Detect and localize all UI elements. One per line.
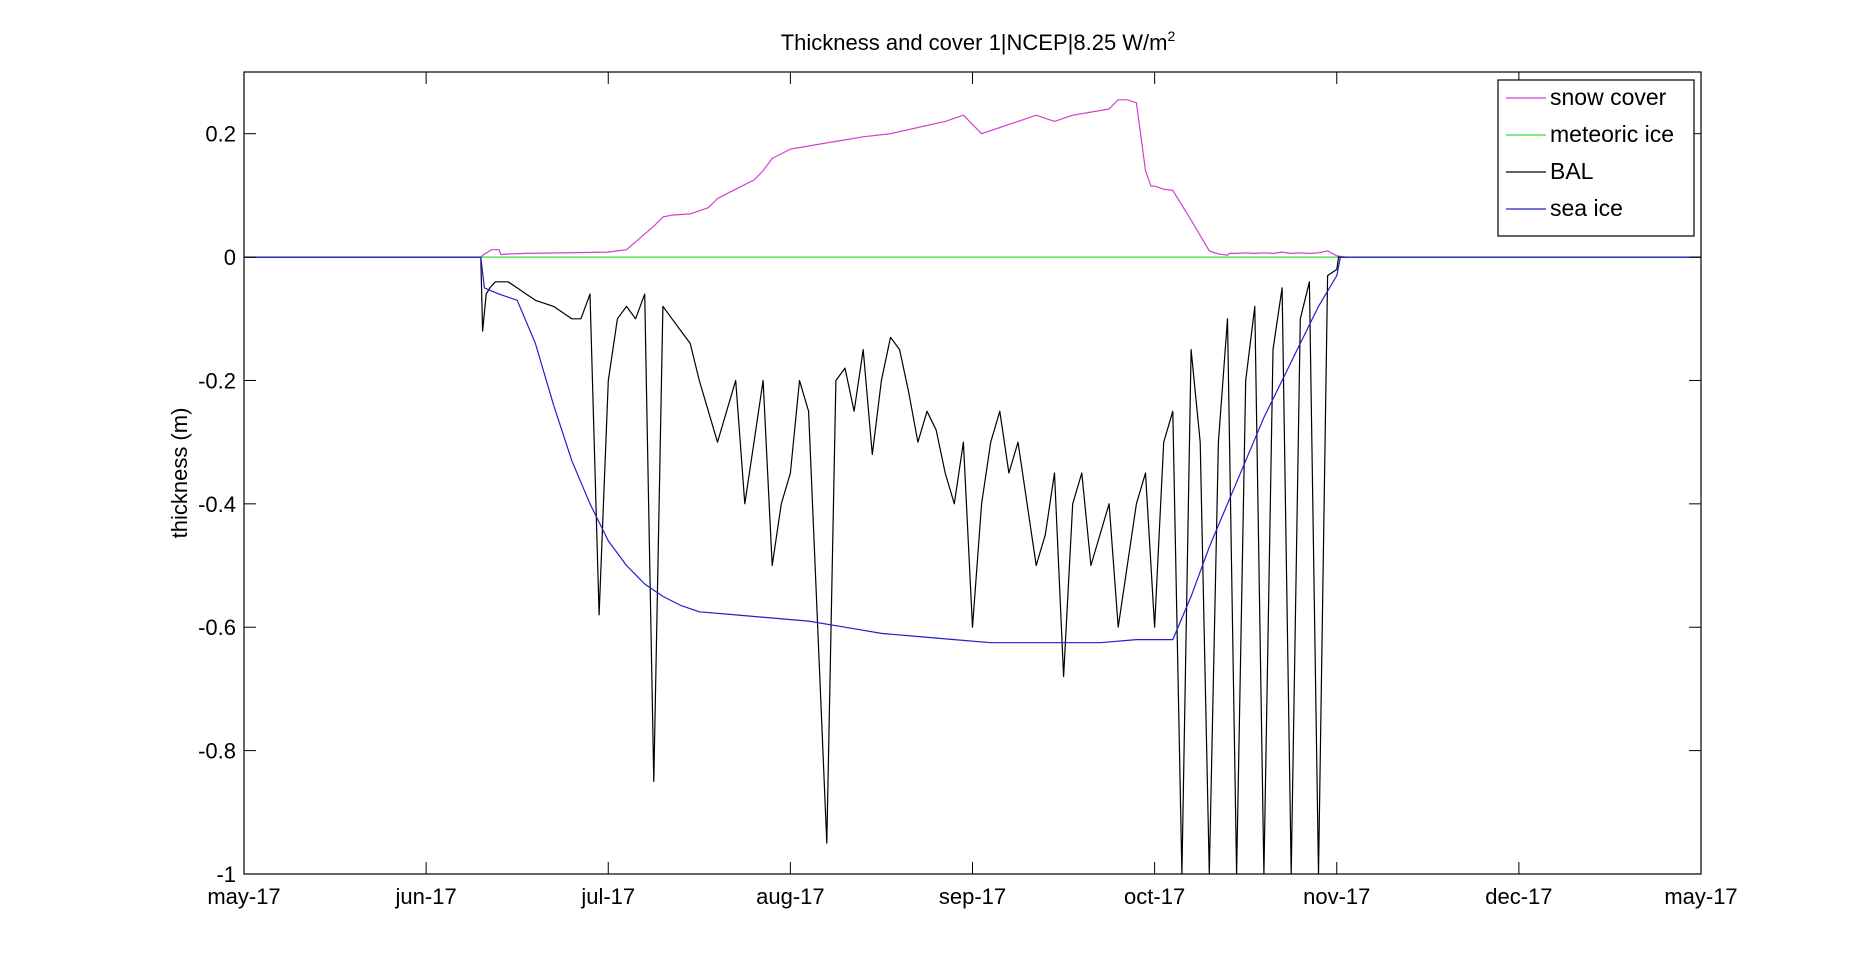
y-tick-label: -0.4 <box>198 492 236 517</box>
plot-series <box>244 99 1701 875</box>
legend: snow cover meteoric ice BAL sea ice <box>1497 79 1695 237</box>
y-tick-label: -1 <box>216 862 236 887</box>
x-tick-label: dec-17 <box>1485 884 1552 909</box>
legend-label: meteoric ice <box>1550 121 1674 147</box>
x-tick-label: aug-17 <box>756 884 825 909</box>
chart-title: Thickness and cover 1|NCEP|8.25 W/m2 <box>781 28 1176 55</box>
y-tick-label: 0.2 <box>205 122 236 147</box>
x-tick-label: nov-17 <box>1303 884 1370 909</box>
chart-title-superscript: 2 <box>1168 28 1176 44</box>
x-axis: may-17 jun-17 jul-17 aug-17 sep-17 oct-17 nov-… <box>207 72 1738 909</box>
legend-box <box>1497 79 1695 237</box>
x-tick-label: may-17 <box>207 884 280 909</box>
chart-title-text: Thickness and cover 1|NCEP|8.25 W/m <box>781 30 1168 55</box>
x-tick-label: may-17 <box>1664 884 1737 909</box>
x-tick-label: jul-17 <box>580 884 635 909</box>
y-axis: -1 -0.8 -0.6 -0.4 -0.2 0 0.2 <box>198 122 1701 887</box>
series-line-bal <box>244 256 1701 875</box>
y-tick-label: -0.2 <box>198 368 236 393</box>
y-tick-label: -0.8 <box>198 739 236 764</box>
legend-label: sea ice <box>1550 195 1623 221</box>
y-axis-label: thickness (m) <box>167 408 192 539</box>
legend-label: BAL <box>1550 158 1594 184</box>
series-line-snow-cover <box>244 99 1346 258</box>
x-tick-label: oct-17 <box>1124 884 1185 909</box>
legend-label: snow cover <box>1550 84 1667 110</box>
y-tick-label: 0 <box>224 245 236 270</box>
y-tick-label: -0.6 <box>198 615 236 640</box>
x-tick-label: sep-17 <box>939 884 1006 909</box>
x-tick-label: jun-17 <box>395 884 457 909</box>
series-line-sea-ice <box>244 256 1701 644</box>
